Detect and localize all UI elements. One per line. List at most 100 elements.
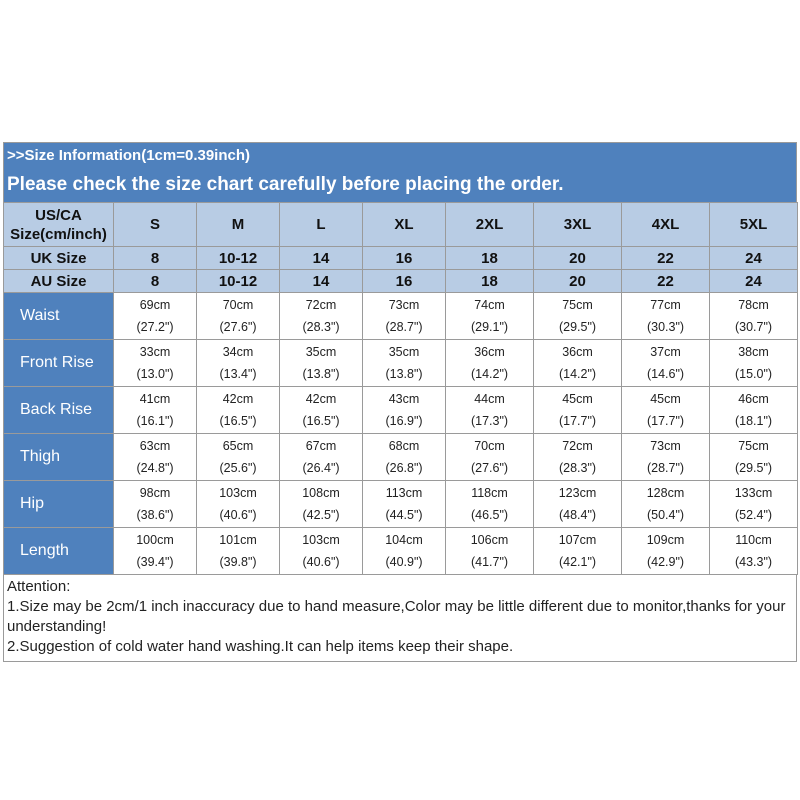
measurement-label: Length xyxy=(3,527,114,575)
inch-value: (29.5") xyxy=(558,320,597,334)
inch-value: (16.9") xyxy=(385,414,423,428)
cm-value: 113cm xyxy=(385,486,423,500)
cm-value: 68cm xyxy=(388,439,420,453)
cm-value: 104cm xyxy=(385,533,423,547)
size-cell: 10-12 xyxy=(196,269,280,293)
cm-value: 107cm xyxy=(558,533,597,547)
measurement-cell: 72cm (28.3") xyxy=(279,292,363,340)
size-cell: 22 xyxy=(621,269,710,293)
inch-value: (42.1") xyxy=(558,555,597,569)
size-cell: 5XL xyxy=(709,202,798,247)
cm-value: 103cm xyxy=(302,533,340,547)
measurement-cell: 100cm (39.4") xyxy=(113,527,197,575)
size-table: US/CA Size(cm/inch) S M L XL 2XL 3XL 4XL 5XL UK S… xyxy=(3,202,798,575)
cm-value: 37cm xyxy=(650,345,681,359)
measurement-label: Hip xyxy=(3,480,114,528)
measurement-cell: 103cm (40.6") xyxy=(196,480,280,528)
measurement-cell: 44cm (17.3") xyxy=(445,386,534,434)
measurement-cell: 75cm (29.5") xyxy=(709,433,798,481)
notes-title: Attention: xyxy=(7,578,71,595)
inch-value: (27.6") xyxy=(470,461,509,475)
cm-value: 75cm xyxy=(738,439,769,453)
measurement-cell: 128cm (50.4") xyxy=(621,480,710,528)
inch-value: (29.5") xyxy=(734,461,773,475)
inch-value: (30.3") xyxy=(646,320,685,334)
cm-value: 101cm xyxy=(219,533,257,547)
inch-value: (39.4") xyxy=(136,555,174,569)
inch-value: (14.2") xyxy=(470,367,509,381)
inch-value: (24.8") xyxy=(136,461,174,475)
inch-value: (26.4") xyxy=(302,461,340,475)
measurement-cell: 73cm (28.7") xyxy=(621,433,710,481)
measurement-cell: 67cm (26.4") xyxy=(279,433,363,481)
measurement-cell: 63cm (24.8") xyxy=(113,433,197,481)
notes-line-1: 1.Size may be 2cm/1 inch inaccuracy due … xyxy=(7,598,786,635)
inch-value: (52.4") xyxy=(734,508,773,522)
cm-value: 41cm xyxy=(139,392,171,406)
inch-value: (50.4") xyxy=(646,508,685,522)
measurement-cell: 133cm (52.4") xyxy=(709,480,798,528)
notes-line-2: 2.Suggestion of cold water hand washing.… xyxy=(7,638,514,655)
size-cell: 8 xyxy=(113,246,197,270)
measurement-cell: 45cm (17.7") xyxy=(621,386,710,434)
measurement-cell: 103cm (40.6") xyxy=(279,527,363,575)
inch-value: (29.1") xyxy=(470,320,509,334)
size-cell: 16 xyxy=(362,269,446,293)
inch-value: (30.7") xyxy=(734,320,773,334)
inch-value: (28.3") xyxy=(558,461,597,475)
measurement-row: Thigh 63cm (24.8") 65cm (25.6") 67cm (26.4") 68… xyxy=(3,433,798,481)
inch-value: (43.3") xyxy=(734,555,773,569)
cm-value: 63cm xyxy=(139,439,171,453)
measurement-cell: 46cm (18.1") xyxy=(709,386,798,434)
measurement-cell: 73cm (28.7") xyxy=(362,292,446,340)
inch-value: (16.1") xyxy=(136,414,174,428)
cm-value: 35cm xyxy=(388,345,420,359)
inch-value: (25.6") xyxy=(219,461,257,475)
measurement-cell: 45cm (17.7") xyxy=(533,386,622,434)
cm-value: 33cm xyxy=(139,345,171,359)
size-cell: 22 xyxy=(621,246,710,270)
inch-value: (48.4") xyxy=(558,508,597,522)
measurement-cell: 108cm (42.5") xyxy=(279,480,363,528)
inch-value: (27.2") xyxy=(136,320,174,334)
cm-value: 110cm xyxy=(735,533,772,547)
inch-value: (16.5") xyxy=(302,414,340,428)
cm-value: 36cm xyxy=(562,345,593,359)
cm-value: 69cm xyxy=(139,298,171,312)
inch-value: (28.7") xyxy=(385,320,423,334)
measurement-label: Back Rise xyxy=(3,386,114,434)
measurement-cell: 104cm (40.9") xyxy=(362,527,446,575)
cm-value: 36cm xyxy=(474,345,505,359)
measurement-cell: 77cm (30.3") xyxy=(621,292,710,340)
inch-value: (26.8") xyxy=(385,461,423,475)
measurement-cell: 70cm (27.6") xyxy=(196,292,280,340)
inch-value: (17.7") xyxy=(646,414,685,428)
cm-value: 45cm xyxy=(650,392,681,406)
inch-value: (28.7") xyxy=(646,461,685,475)
measurement-cell: 106cm (41.7") xyxy=(445,527,534,575)
measurement-row: Waist 69cm (27.2") 70cm (27.6") 72cm (28.3") 73… xyxy=(3,292,798,340)
measurement-cell: 109cm (42.9") xyxy=(621,527,710,575)
size-cell: 14 xyxy=(279,269,363,293)
measurement-cell: 113cm (44.5") xyxy=(362,480,446,528)
cm-value: 45cm xyxy=(562,392,593,406)
measurement-label: Thigh xyxy=(3,433,114,481)
cm-value: 72cm xyxy=(562,439,593,453)
cm-value: 103cm xyxy=(219,486,257,500)
inch-value: (13.4") xyxy=(219,367,257,381)
size-row: US/CA Size(cm/inch) S M L XL 2XL 3XL 4XL 5XL xyxy=(3,202,798,247)
cm-value: 67cm xyxy=(305,439,337,453)
measurement-cell: 70cm (27.6") xyxy=(445,433,534,481)
inch-value: (16.5") xyxy=(219,414,257,428)
measurement-cell: 123cm (48.4") xyxy=(533,480,622,528)
cm-value: 133cm xyxy=(734,486,773,500)
size-cell: 8 xyxy=(113,269,197,293)
inch-value: (40.9") xyxy=(385,555,423,569)
order-notice-heading: Please check the size chart carefully be… xyxy=(3,168,797,202)
inch-value: (38.6") xyxy=(136,508,174,522)
size-row: AU Size 8 10-12 14 16 18 20 22 24 xyxy=(3,269,798,293)
measurement-cell: 42cm (16.5") xyxy=(196,386,280,434)
cm-value: 42cm xyxy=(222,392,254,406)
size-cell: 2XL xyxy=(445,202,534,247)
size-cell: 24 xyxy=(709,269,798,293)
